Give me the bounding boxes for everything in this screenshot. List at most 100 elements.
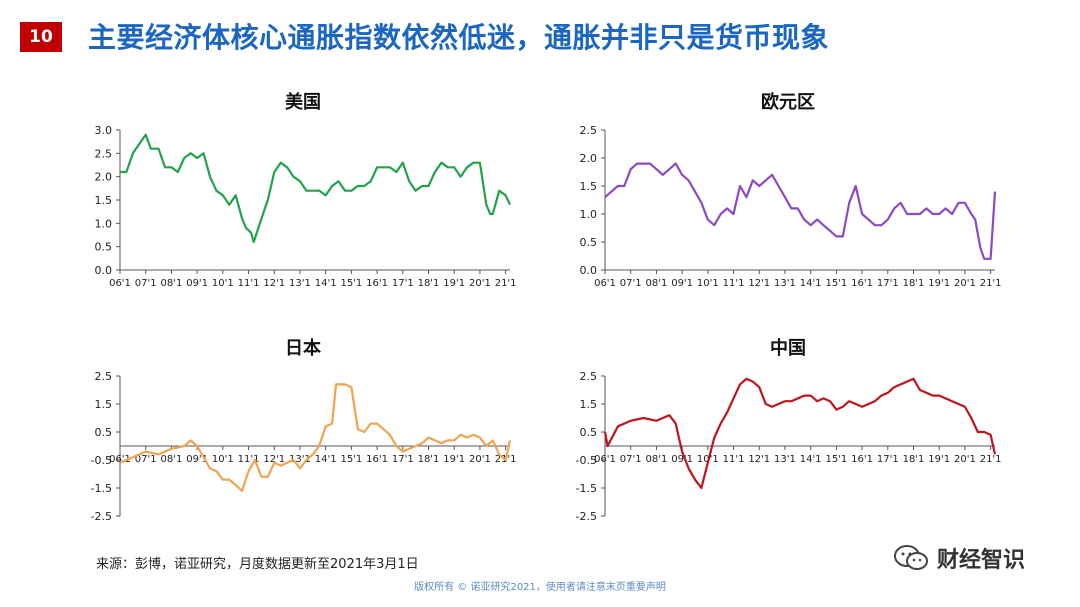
x-tick-label: 14'1 <box>315 278 337 289</box>
series-line <box>120 133 511 244</box>
x-tick-label: 13'1 <box>774 454 796 465</box>
y-tick-label: -0.5 <box>576 454 597 467</box>
x-tick-label: 06'1 <box>109 454 131 465</box>
x-tick-label: 13'1 <box>289 278 311 289</box>
x-tick-label: 16'1 <box>851 454 873 465</box>
x-tick-label: 10'1 <box>697 278 719 289</box>
x-tick-label: 15'1 <box>825 454 847 465</box>
x-tick-label: 13'1 <box>289 454 311 465</box>
chart-title-us: 美国 <box>285 92 321 113</box>
y-tick-label: -1.5 <box>91 482 112 495</box>
x-tick-label: 20'1 <box>469 278 491 289</box>
y-tick-label: 1.5 <box>580 398 598 411</box>
x-tick-label: 18'1 <box>418 454 440 465</box>
x-tick-label: 17'1 <box>877 278 899 289</box>
x-tick-label: 19'1 <box>443 278 465 289</box>
x-tick-label: 09'1 <box>186 454 208 465</box>
x-tick-label: 20'1 <box>954 454 976 465</box>
chart-title-jp: 日本 <box>285 338 321 359</box>
series-line <box>604 162 997 260</box>
source-note: 来源：彭博，诺亚研究，月度数据更新至2021年3月1日 <box>96 557 419 572</box>
y-tick-label: 0.5 <box>580 236 598 249</box>
chart-cn: -2.5-1.5-0.50.51.52.506'1 07'1 08'1 09'1 10'… <box>576 370 1002 523</box>
y-tick-label: 0.5 <box>95 241 113 254</box>
y-tick-label: 2.0 <box>95 171 113 184</box>
copyright-note: 版权所有 © 诺亚研究2021，使用者请注意末页重要声明 <box>414 582 666 593</box>
page-number-badge: 10 <box>20 22 62 52</box>
y-tick-label: -1.5 <box>576 482 597 495</box>
watermark: 财经智识 <box>893 542 1025 574</box>
x-tick-label: 17'1 <box>392 454 414 465</box>
x-tick-label: 19'1 <box>928 278 950 289</box>
chart-eu: 0.0 0.5 1.0 1.5 2.0 2.5 06'1 07'1 08'1 09'1 10'1 11… <box>580 124 1002 289</box>
x-tick-label: 08'1 <box>160 454 182 465</box>
x-tick-label: 20'1 <box>469 454 491 465</box>
x-tick-label: 12'1 <box>748 454 770 465</box>
chart-us: 0.0 0.5 1.0 1.5 2.0 2.5 3.0 06'1 07'1 08'1 09'1 10'… <box>95 124 517 289</box>
x-tick-label: 16'1 <box>851 278 873 289</box>
y-tick-label: 1.0 <box>95 217 113 230</box>
x-tick-label: 06'1 <box>594 454 616 465</box>
x-tick-label: 06'1 <box>109 278 131 289</box>
y-tick-label: 2.5 <box>580 370 598 383</box>
x-tick-label: 07'1 <box>135 278 157 289</box>
y-tick-label: 0.5 <box>580 426 598 439</box>
x-tick-label: 16'1 <box>366 278 388 289</box>
chart-title-eu: 欧元区 <box>761 92 815 113</box>
x-tick-label: 13'1 <box>774 278 796 289</box>
x-tick-label: 16'1 <box>366 454 388 465</box>
x-tick-label: 21'1 <box>495 278 517 289</box>
chart-jp: -2.5 -1.5 -0.5 0.5 1.5 2.5 06'1 07'1 08'1 09'1 10'… <box>91 370 517 523</box>
y-tick-label: 1.5 <box>95 194 113 207</box>
page-title: 主要经济体核心通胀指数依然低迷，通胀并非只是货币现象 <box>88 21 830 54</box>
y-tick-label: 0.0 <box>580 264 598 277</box>
x-tick-label: 18'1 <box>903 454 925 465</box>
y-tick-label: 1.5 <box>95 398 113 411</box>
y-tick-label: 2.5 <box>580 124 598 137</box>
x-tick-label: 12'1 <box>748 278 770 289</box>
x-tick-label: 11'1 <box>723 278 745 289</box>
x-tick-label: 07'1 <box>620 454 642 465</box>
x-tick-label: 09'1 <box>671 454 693 465</box>
x-tick-label: 19'1 <box>443 454 465 465</box>
x-tick-label: 17'1 <box>877 454 899 465</box>
x-tick-label: 21'1 <box>980 278 1002 289</box>
x-tick-label: 14'1 <box>315 454 337 465</box>
y-tick-label: -2.5 <box>576 510 597 523</box>
chart-title-cn: 中国 <box>770 338 806 359</box>
x-tick-label: 09'1 <box>671 278 693 289</box>
x-tick-label: 12'1 <box>263 278 285 289</box>
y-tick-label: 2.5 <box>95 147 113 160</box>
x-tick-label: 11'1 <box>238 454 260 465</box>
x-tick-label: 14'1 <box>800 454 822 465</box>
y-tick-label: 1.5 <box>580 180 598 193</box>
x-tick-label: 07'1 <box>135 454 157 465</box>
x-tick-label: 10'1 <box>212 454 234 465</box>
x-tick-label: 21'1 <box>980 454 1002 465</box>
y-tick-label: 2.0 <box>580 152 598 165</box>
series-line <box>603 377 997 490</box>
y-tick-label: -0.5 <box>91 454 112 467</box>
series-line <box>119 383 512 492</box>
x-tick-label: 10'1 <box>212 278 234 289</box>
x-tick-label: 18'1 <box>903 278 925 289</box>
wechat-icon <box>894 545 928 570</box>
y-tick-label: 2.5 <box>95 370 113 383</box>
x-tick-label: 15'1 <box>340 278 362 289</box>
x-tick-label: 08'1 <box>645 454 667 465</box>
x-tick-label: 17'1 <box>392 278 414 289</box>
x-tick-label: 19'1 <box>928 454 950 465</box>
x-tick-label: 06'1 <box>594 278 616 289</box>
y-tick-label: 3.0 <box>95 124 113 137</box>
y-tick-label: 0.0 <box>95 264 113 277</box>
x-tick-label: 09'1 <box>186 278 208 289</box>
x-tick-label: 18'1 <box>418 278 440 289</box>
x-tick-label: 11'1 <box>238 278 260 289</box>
y-tick-label: 1.0 <box>580 208 598 221</box>
x-tick-label: 20'1 <box>954 278 976 289</box>
x-tick-label: 07'1 <box>620 278 642 289</box>
x-tick-label: 14'1 <box>800 278 822 289</box>
y-tick-label: 0.5 <box>95 426 113 439</box>
y-tick-label: -2.5 <box>91 510 112 523</box>
x-tick-label: 15'1 <box>340 454 362 465</box>
